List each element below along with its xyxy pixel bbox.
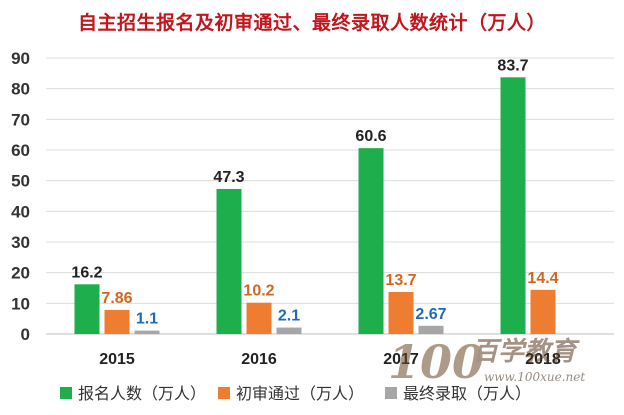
data-label: 14.4 [527, 270, 558, 287]
y-tick-label: 0 [21, 325, 30, 344]
bar-2018-series-0 [500, 77, 526, 334]
legend-label: 初审通过（万人） [236, 384, 364, 403]
data-label: 47.3 [213, 169, 244, 186]
x-axis-ticks: 2015 2016 2017 2018 [99, 351, 561, 368]
watermark-brand: 百学教育 [472, 337, 580, 367]
y-tick-label: 10 [11, 294, 30, 313]
y-tick-label: 50 [11, 172, 30, 191]
legend-label: 报名人数（万人） [78, 384, 206, 403]
x-tick-label: 2015 [99, 351, 135, 368]
data-label: 83.7 [497, 57, 528, 74]
data-label: 2.1 [278, 308, 300, 325]
bar-2017-series-2 [418, 325, 444, 334]
data-label: 7.86 [101, 290, 132, 307]
y-tick-label: 30 [11, 233, 30, 252]
y-tick-label: 70 [11, 110, 30, 129]
x-tick-label: 2018 [525, 351, 561, 368]
bar-2016-series-2 [276, 327, 302, 334]
bars [74, 77, 556, 334]
chart-title: 自主招生报名及初审通过、最终录取人数统计（万人） [77, 12, 546, 34]
data-label: 60.6 [355, 128, 386, 145]
y-tick-label: 80 [11, 80, 30, 99]
x-tick-label: 2016 [241, 351, 277, 368]
bar-2015-series-2 [134, 330, 160, 334]
data-label: 13.7 [385, 272, 416, 289]
legend-swatch [218, 387, 230, 399]
watermark-logo-number: 100 [388, 335, 484, 389]
y-tick-label: 40 [11, 202, 30, 221]
data-label: 2.67 [415, 306, 446, 323]
watermark-url: www.100xue.net [484, 370, 585, 384]
legend-label: 最终录取（万人） [403, 384, 531, 403]
data-label: 1.1 [136, 311, 158, 328]
bar-2018-series-1 [530, 289, 556, 334]
y-tick-label: 20 [11, 264, 30, 283]
y-tick-label: 60 [11, 141, 30, 160]
bar-2016-series-0 [216, 188, 242, 334]
bar-2017-series-1 [388, 291, 414, 334]
y-axis-ticks: 0 10 20 30 40 50 60 70 80 90 [11, 49, 30, 344]
legend-swatch [60, 387, 72, 399]
data-label: 16.2 [71, 264, 102, 281]
data-labels: 16.2 7.861.1 47.3 10.22.1 60.6 13.7 2.67 83.7 14… [71, 57, 558, 327]
legend-swatch [385, 387, 397, 399]
y-tick-label: 90 [11, 49, 30, 68]
bar-2015-series-0 [74, 284, 100, 334]
bar-2017-series-0 [358, 148, 384, 334]
data-label: 10.2 [243, 283, 274, 300]
bar-2015-series-1 [104, 309, 130, 334]
legend: 报名人数（万人） 初审通过（万人） 最终录取（万人） [60, 384, 531, 403]
x-tick-label: 2017 [383, 351, 419, 368]
bar-2016-series-1 [246, 302, 272, 334]
